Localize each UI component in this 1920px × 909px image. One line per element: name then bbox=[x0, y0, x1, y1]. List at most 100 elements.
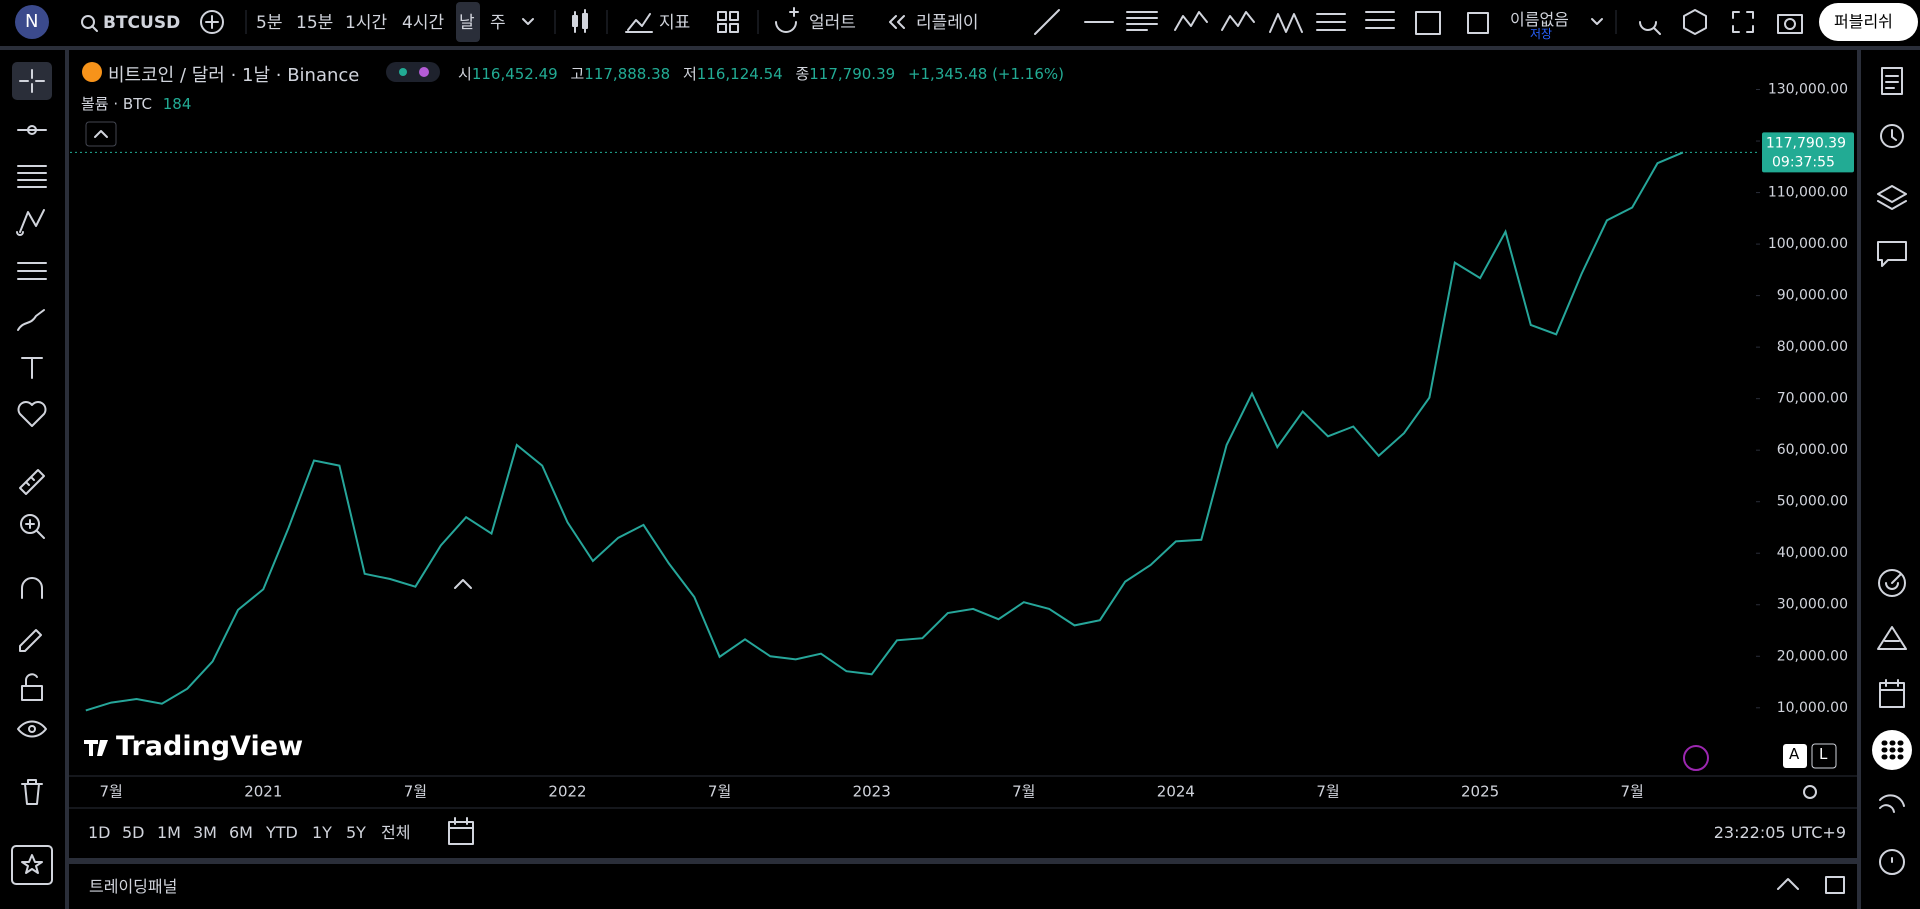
left-toolbar bbox=[11, 62, 53, 885]
bottom-panel-title[interactable]: 트레이딩패널 bbox=[89, 877, 178, 896]
trend-line-icon[interactable] bbox=[1034, 9, 1060, 35]
data-source-icon bbox=[419, 67, 429, 77]
collapse-button[interactable] bbox=[85, 121, 117, 147]
line-tool-icon[interactable] bbox=[17, 125, 47, 135]
rect-icon[interactable] bbox=[1415, 11, 1441, 35]
fib-tool-icon[interactable] bbox=[1126, 11, 1158, 31]
watchlist-icon[interactable] bbox=[1881, 67, 1903, 95]
ohlc-value: 117,790.39 bbox=[809, 65, 896, 83]
y-tick-label: 30,000.00 bbox=[1777, 597, 1848, 613]
quick-search-icon[interactable] bbox=[1639, 21, 1661, 35]
xabcd-icon[interactable] bbox=[1269, 13, 1303, 33]
channel-icon[interactable] bbox=[1316, 13, 1346, 31]
x-tick-label: 2024 bbox=[1157, 783, 1195, 801]
interval[interactable]: 1시간 bbox=[345, 13, 388, 33]
scale-settings-icon[interactable] bbox=[1803, 785, 1817, 799]
range-button[interactable]: 5Y bbox=[346, 823, 366, 842]
range-button[interactable]: 1D bbox=[88, 823, 111, 842]
compare-icon[interactable] bbox=[200, 10, 224, 34]
y-tick-label: 90,000.00 bbox=[1777, 288, 1848, 304]
replay-icon[interactable] bbox=[889, 15, 905, 29]
watermark: TradingView bbox=[116, 731, 304, 762]
countdown: 09:37:55 bbox=[1772, 154, 1835, 170]
range-button[interactable]: 5D bbox=[122, 823, 145, 842]
favorite-icon[interactable] bbox=[17, 401, 47, 427]
interval[interactable]: 15분 bbox=[296, 13, 334, 33]
range-button[interactable]: YTD bbox=[266, 823, 298, 842]
panel-maximize-icon[interactable] bbox=[1825, 876, 1845, 894]
elliott-icon[interactable] bbox=[1174, 11, 1208, 31]
calendar-icon[interactable] bbox=[1879, 679, 1905, 708]
text-icon[interactable] bbox=[21, 357, 43, 379]
brush-icon[interactable] bbox=[17, 309, 45, 331]
hotlist-icon[interactable] bbox=[1878, 569, 1906, 597]
x-tick-label: 7월 bbox=[1621, 783, 1644, 801]
ohlc-label: 저 bbox=[682, 65, 697, 83]
lightning-icon[interactable] bbox=[1683, 745, 1709, 771]
interval[interactable]: 5분 bbox=[256, 13, 283, 33]
price-scale-button[interactable]: L bbox=[1819, 745, 1828, 763]
ideas-icon[interactable] bbox=[1877, 626, 1907, 650]
log-scale-button[interactable] bbox=[1811, 743, 1837, 769]
range-button[interactable]: 1Y bbox=[312, 823, 332, 842]
projection-icon[interactable] bbox=[17, 262, 47, 280]
fib-icon[interactable] bbox=[17, 165, 47, 188]
help-icon[interactable] bbox=[1879, 849, 1905, 875]
layers-icon[interactable] bbox=[1877, 185, 1907, 210]
ohlc-label: 종 bbox=[795, 65, 810, 83]
pattern-icon[interactable] bbox=[16, 209, 45, 236]
publish-button[interactable] bbox=[1819, 3, 1918, 41]
interval-menu-icon[interactable] bbox=[522, 18, 534, 25]
alert-icon[interactable] bbox=[775, 7, 799, 33]
templates-icon[interactable] bbox=[717, 11, 739, 33]
chart-type-icon[interactable] bbox=[572, 9, 588, 33]
fullscreen-icon[interactable] bbox=[1732, 11, 1754, 33]
volume-legend: 볼륨 · BTC 184 bbox=[81, 93, 191, 114]
clock[interactable]: 23:22:05 UTC+9 bbox=[1713, 823, 1846, 842]
lock-draw-icon[interactable] bbox=[19, 629, 42, 652]
avatar[interactable] bbox=[15, 5, 49, 39]
indicators-button[interactable]: 지표 bbox=[659, 13, 691, 33]
settings-icon[interactable] bbox=[1683, 9, 1707, 35]
unlock-icon[interactable] bbox=[21, 673, 43, 701]
zoom-icon[interactable] bbox=[20, 514, 45, 539]
ruler-icon[interactable] bbox=[19, 469, 45, 495]
crosshair-icon[interactable] bbox=[19, 69, 45, 93]
replay-button[interactable]: 리플레이 bbox=[916, 13, 979, 33]
range-button[interactable]: 1M bbox=[157, 823, 181, 842]
layout-icon[interactable] bbox=[1467, 12, 1489, 34]
y-tick-label: 70,000.00 bbox=[1777, 391, 1848, 407]
interval[interactable]: 주 bbox=[490, 13, 506, 33]
range-button[interactable]: 3M bbox=[193, 823, 217, 842]
active-interval-bg bbox=[456, 2, 480, 42]
price-scale-button[interactable]: A bbox=[1789, 745, 1800, 763]
y-tick-label: 20,000.00 bbox=[1777, 648, 1848, 664]
alerts-icon[interactable] bbox=[1880, 124, 1904, 148]
layout-name[interactable]: 이름없음 bbox=[1510, 10, 1569, 29]
magnet-icon[interactable] bbox=[21, 577, 43, 599]
range-button[interactable]: 전체 bbox=[381, 823, 411, 842]
alerts-button[interactable]: 얼러트 bbox=[809, 13, 856, 33]
auto-scale-button[interactable] bbox=[1783, 744, 1807, 768]
interval[interactable]: 날 bbox=[459, 13, 475, 33]
watchlist-button[interactable] bbox=[11, 845, 53, 885]
layout-menu-icon[interactable] bbox=[1591, 18, 1603, 25]
interval[interactable]: 4시간 bbox=[402, 13, 445, 33]
visibility-icon[interactable] bbox=[17, 720, 47, 738]
y-tick-label: 60,000.00 bbox=[1777, 442, 1848, 458]
panel-collapse-icon[interactable] bbox=[1777, 878, 1799, 890]
ohlc: 시116,452.49 고117,888.38 저116,124.54 종117… bbox=[458, 63, 1064, 84]
pitchfork-icon[interactable] bbox=[1365, 11, 1395, 29]
goto-date-icon[interactable] bbox=[448, 817, 474, 845]
stream-icon[interactable] bbox=[1879, 794, 1905, 813]
search-icon[interactable] bbox=[81, 15, 98, 32]
chat-icon[interactable] bbox=[1877, 241, 1907, 267]
abcd-icon[interactable] bbox=[1221, 11, 1255, 31]
indicators-icon[interactable] bbox=[625, 13, 653, 33]
symbol[interactable]: BTCUSD bbox=[103, 13, 181, 33]
status-pill bbox=[386, 62, 440, 82]
range-button[interactable]: 6M bbox=[229, 823, 253, 842]
trash-icon[interactable] bbox=[21, 779, 43, 805]
snapshot-icon[interactable] bbox=[1777, 14, 1803, 34]
